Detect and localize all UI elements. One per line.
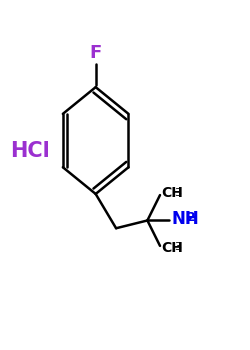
Text: HCl: HCl: [10, 141, 50, 161]
Text: 3: 3: [175, 188, 182, 198]
Text: CH: CH: [161, 240, 183, 254]
Text: CH: CH: [161, 186, 183, 200]
Text: F: F: [90, 44, 102, 62]
Text: 2: 2: [187, 211, 196, 224]
Text: 3: 3: [175, 242, 182, 252]
Text: NH: NH: [171, 210, 199, 228]
